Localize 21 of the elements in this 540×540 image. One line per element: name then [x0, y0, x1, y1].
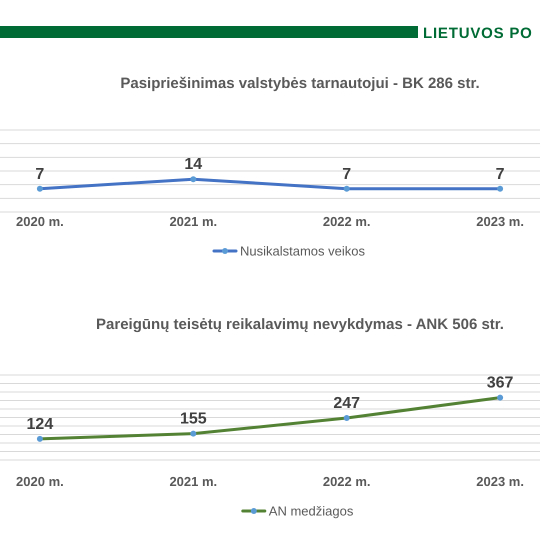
data-label: 7	[342, 166, 352, 183]
x-tick-label: 2021 m.	[169, 214, 218, 229]
data-label: 155	[180, 410, 207, 428]
x-tick-label: 2022 m.	[322, 474, 371, 489]
x-tick-label: 2023 m.	[476, 474, 524, 489]
x-tick-label: 2023 m.	[476, 214, 524, 229]
chart-title: Pasipriešinimas valstybės tarnautojui - BK 286 str.	[120, 75, 480, 92]
legend-label: Nusikalstamos veikos	[240, 244, 366, 258]
data-label: 124	[26, 416, 54, 433]
data-label: 7	[496, 166, 505, 183]
x-tick-label: 2022 m.	[322, 214, 371, 229]
data-label: 247	[333, 395, 360, 412]
chart-title: Pareigūnų teisėtų reikalavimų nevykdymas - ANK 506 str.	[96, 316, 504, 333]
data-label: 7	[35, 166, 44, 183]
x-tick-label: 2020 m.	[16, 474, 64, 489]
data-label: 14	[184, 156, 202, 174]
text: LIETUVOS PO	[423, 25, 533, 42]
x-tick-label: 2021 m.	[169, 474, 218, 489]
x-tick-label: 2020 m.	[16, 214, 64, 229]
data-label: 367	[486, 374, 514, 392]
legend-label: AN medžiagos	[268, 504, 354, 518]
